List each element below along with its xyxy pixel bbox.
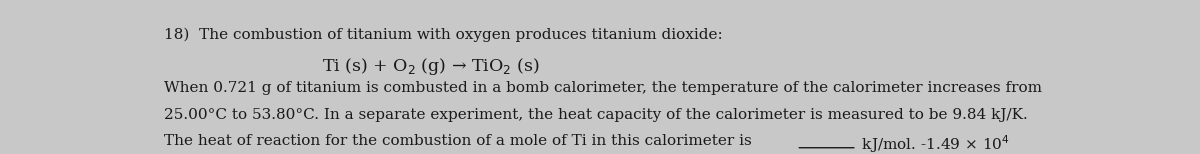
Text: When 0.721 g of titanium is combusted in a bomb calorimeter, the temperature of : When 0.721 g of titanium is combusted in… — [164, 81, 1042, 95]
Text: Ti (s) + O$_2$ (g) → TiO$_2$ (s): Ti (s) + O$_2$ (g) → TiO$_2$ (s) — [322, 56, 540, 77]
Text: 25.00°C to 53.80°C. In a separate experiment, the heat capacity of the calorimet: 25.00°C to 53.80°C. In a separate experi… — [164, 108, 1027, 122]
Text: The heat of reaction for the combustion of a mole of Ti in this calorimeter is: The heat of reaction for the combustion … — [164, 134, 751, 148]
Text: kJ/mol. -1.49 × 10$^4$: kJ/mol. -1.49 × 10$^4$ — [857, 134, 1009, 154]
Text: 18)  The combustion of titanium with oxygen produces titanium dioxide:: 18) The combustion of titanium with oxyg… — [164, 28, 722, 42]
